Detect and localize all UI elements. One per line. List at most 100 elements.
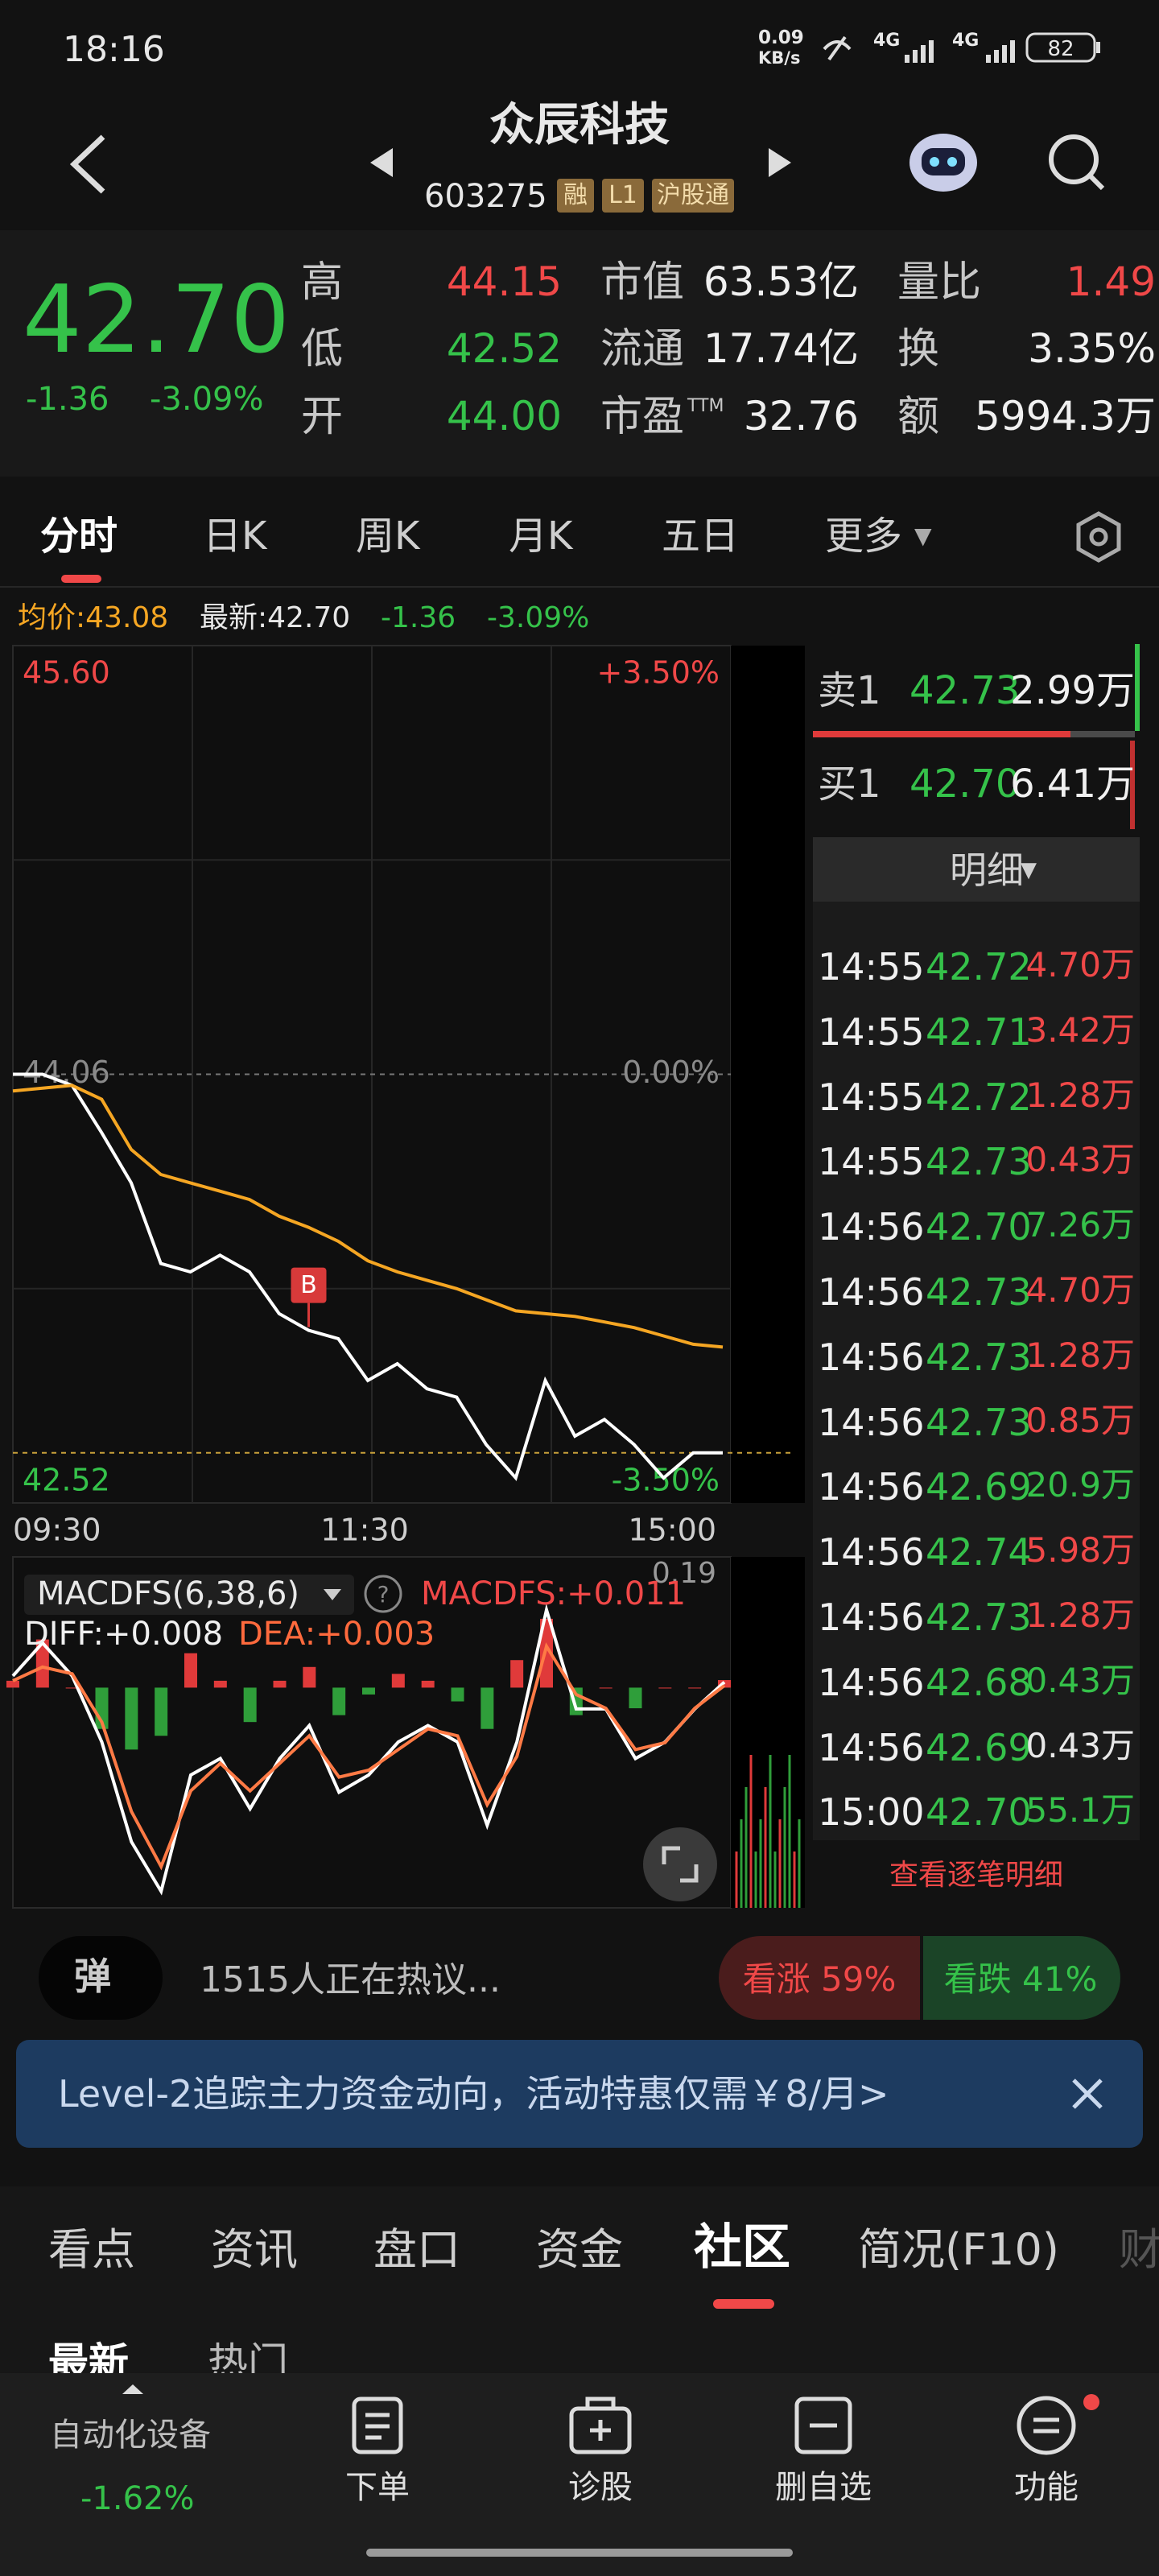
macd-bar — [688, 1687, 702, 1689]
macd-bar — [125, 1687, 138, 1750]
bear-button[interactable] — [923, 1936, 1120, 2020]
trade-more[interactable]: 查看逐笔明细 — [889, 1859, 1064, 1892]
trade-price: 42.69 — [926, 1465, 1032, 1509]
trade-volume: 0.43万 — [1025, 1725, 1135, 1765]
macd-bar — [243, 1687, 257, 1723]
section-tab[interactable]: 资金 — [536, 2224, 623, 2275]
stat-label: 市值 — [600, 258, 685, 307]
avg-price: 均价:43.08 — [18, 601, 169, 634]
section-tab[interactable]: 财 — [1119, 2224, 1159, 2275]
net-unit: KB/s — [758, 48, 801, 68]
nav-item[interactable]: 下单 — [345, 2469, 410, 2506]
trade-volume: 3.42万 — [1025, 1009, 1135, 1050]
stock-name: 众辰科技 — [489, 99, 670, 151]
y-tick-label: 45.60 — [23, 655, 110, 691]
help-icon — [364, 1575, 402, 1613]
trade-volume: 55.1万 — [1025, 1790, 1135, 1831]
macd-bar — [35, 1639, 49, 1688]
quote-panel — [0, 230, 1159, 477]
macd-bar — [451, 1687, 464, 1702]
section-tab[interactable]: 盘口 — [373, 2224, 460, 2275]
close-banner[interactable] — [1069, 2075, 1106, 2112]
detail-arrow: ▼ — [1021, 858, 1037, 882]
assistant-icon[interactable] — [909, 134, 977, 192]
promo-banner[interactable] — [16, 2040, 1143, 2148]
price-change: -1.36 — [26, 381, 109, 418]
tab[interactable]: 分时 — [40, 514, 118, 559]
trade-volume: 4.70万 — [1025, 945, 1135, 985]
back-button[interactable] — [69, 134, 105, 194]
macd-bar — [184, 1653, 197, 1688]
macd-bar — [421, 1680, 435, 1688]
trade-time: 14:55 — [818, 945, 925, 989]
indicator-selector[interactable] — [24, 1575, 354, 1615]
x-tick-label: 09:30 — [13, 1513, 101, 1548]
macd-bar — [213, 1680, 227, 1688]
price-change-pct: -3.09% — [150, 381, 264, 418]
latest-price: 最新:42.70 — [200, 601, 351, 634]
macd-after-bg — [731, 1557, 805, 1908]
book-label: 卖1 — [818, 668, 881, 713]
network-type: 4G — [952, 31, 980, 51]
y2-tick-label: 0.00% — [622, 1055, 720, 1090]
trade-price: 42.73 — [926, 1400, 1032, 1444]
section-indicator — [713, 2299, 774, 2309]
tab-indicator — [61, 575, 101, 583]
trade-time: 14:56 — [818, 1335, 925, 1379]
nav-item[interactable]: 诊股 — [568, 2469, 633, 2506]
tab[interactable]: 更多 — [825, 514, 903, 559]
macd-bar — [65, 1687, 79, 1689]
nav-item[interactable]: 删自选 — [775, 2469, 872, 2506]
next-stock[interactable] — [769, 148, 791, 177]
section-tab[interactable]: 简况(F10) — [858, 2224, 1059, 2275]
trade-time: 14:56 — [818, 1660, 925, 1704]
section-tab[interactable]: 社区 — [694, 2219, 790, 2276]
stat-label: 流通 — [600, 325, 685, 374]
section-tab[interactable]: 资讯 — [211, 2224, 298, 2275]
trade-price: 42.70 — [926, 1205, 1032, 1249]
detail-title: 明细 — [950, 848, 1024, 892]
sector-change: -1.62% — [80, 2480, 195, 2517]
detail-header[interactable] — [813, 837, 1140, 902]
trade-volume: 7.26万 — [1025, 1205, 1135, 1245]
nav-item[interactable]: 功能 — [1014, 2469, 1079, 2506]
trade-volume: 1.28万 — [1025, 1075, 1135, 1115]
status-time: 18:16 — [63, 29, 165, 70]
macd-bar — [629, 1687, 642, 1709]
tab[interactable]: 五日 — [662, 514, 740, 559]
tab[interactable]: 日K — [203, 514, 267, 559]
sector-name[interactable]: 自动化设备 — [50, 2417, 211, 2454]
trade-price: 42.72 — [926, 945, 1032, 989]
settings-button[interactable] — [1070, 509, 1127, 565]
trade-time: 15:00 — [818, 1790, 925, 1835]
macd-bar — [391, 1674, 405, 1688]
danmaku-button[interactable] — [39, 1936, 163, 2020]
trade-price: 42.68 — [926, 1660, 1032, 1704]
stat-value: 17.74亿 — [703, 325, 859, 372]
bull-button[interactable] — [719, 1936, 920, 2020]
y2-tick-label: +3.50% — [596, 655, 720, 691]
trade-time: 14:56 — [818, 1530, 925, 1575]
info-change: -1.36 — [381, 601, 456, 634]
tab[interactable]: 月K — [509, 514, 573, 559]
dea-value: DEA:+0.003 — [238, 1616, 435, 1653]
trade-time: 14:56 — [818, 1465, 925, 1509]
tab-more-arrow: ▼ — [914, 522, 932, 549]
avg-price-line — [12, 1084, 724, 1349]
stat-label: 低 — [301, 325, 344, 374]
macd-bar — [481, 1687, 494, 1729]
battery-level: 82 — [1047, 37, 1074, 61]
trade-time: 14:55 — [818, 1140, 925, 1184]
prev-stock[interactable] — [370, 148, 393, 177]
tab[interactable]: 周K — [356, 514, 420, 559]
section-tab[interactable]: 看点 — [48, 2224, 135, 2275]
stat-value: 42.52 — [446, 325, 562, 372]
book-price: 42.73 — [909, 668, 1021, 713]
stat-label-suffix: TTM — [687, 396, 724, 416]
search-button[interactable] — [1049, 134, 1105, 191]
stat-value: 3.35% — [1028, 325, 1156, 372]
macd-bar — [273, 1680, 287, 1688]
fullscreen-button[interactable] — [643, 1827, 717, 1901]
price-line — [13, 1072, 723, 1481]
